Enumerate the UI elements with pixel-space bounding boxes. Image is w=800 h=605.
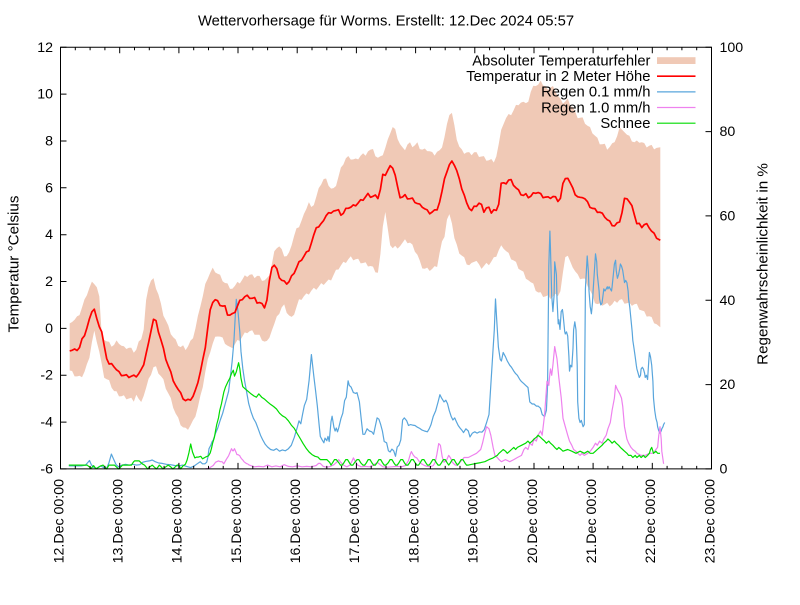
svg-text:12: 12 xyxy=(37,40,53,56)
svg-text:17.Dec 00:00: 17.Dec 00:00 xyxy=(347,479,363,564)
svg-text:14.Dec 00:00: 14.Dec 00:00 xyxy=(170,479,186,564)
svg-text:20.Dec 00:00: 20.Dec 00:00 xyxy=(525,479,541,564)
svg-text:0: 0 xyxy=(720,461,728,477)
svg-text:Absoluter Temperaturfehler: Absoluter Temperaturfehler xyxy=(472,53,650,69)
svg-text:Temperatur °Celsius: Temperatur °Celsius xyxy=(6,195,23,332)
svg-text:Wettervorhersage für Worms. Er: Wettervorhersage für Worms. Erstellt: 12… xyxy=(198,14,574,30)
svg-text:60: 60 xyxy=(720,208,736,224)
svg-text:18.Dec 00:00: 18.Dec 00:00 xyxy=(406,479,422,564)
svg-text:Regenwahrscheinlichkeit in %: Regenwahrscheinlichkeit in % xyxy=(755,163,772,365)
svg-text:12.Dec 00:00: 12.Dec 00:00 xyxy=(51,479,67,564)
svg-text:10: 10 xyxy=(37,87,53,103)
svg-text:19.Dec 00:00: 19.Dec 00:00 xyxy=(466,479,482,564)
svg-text:80: 80 xyxy=(720,124,736,140)
svg-text:8: 8 xyxy=(45,134,53,150)
svg-text:-4: -4 xyxy=(40,415,53,431)
svg-text:Regen 0.1 mm/h: Regen 0.1 mm/h xyxy=(541,85,650,101)
svg-text:13.Dec 00:00: 13.Dec 00:00 xyxy=(111,479,127,564)
svg-text:40: 40 xyxy=(720,293,736,309)
svg-text:Regen 1.0 mm/h: Regen 1.0 mm/h xyxy=(541,100,650,116)
svg-text:15.Dec 00:00: 15.Dec 00:00 xyxy=(229,479,245,564)
svg-text:4: 4 xyxy=(45,227,53,243)
svg-text:Temperatur in 2 Meter Höhe: Temperatur in 2 Meter Höhe xyxy=(466,69,650,85)
svg-text:Schnee: Schnee xyxy=(600,116,650,132)
svg-text:-2: -2 xyxy=(40,368,53,384)
svg-text:16.Dec 00:00: 16.Dec 00:00 xyxy=(288,479,304,564)
svg-text:2: 2 xyxy=(45,274,53,290)
svg-text:23.Dec 00:00: 23.Dec 00:00 xyxy=(702,479,718,564)
svg-text:22.Dec 00:00: 22.Dec 00:00 xyxy=(643,479,659,564)
svg-text:-6: -6 xyxy=(40,461,53,477)
svg-text:21.Dec 00:00: 21.Dec 00:00 xyxy=(584,479,600,564)
svg-text:20: 20 xyxy=(720,377,736,393)
svg-text:6: 6 xyxy=(45,180,53,196)
svg-text:0: 0 xyxy=(45,321,53,337)
svg-text:100: 100 xyxy=(720,40,744,56)
